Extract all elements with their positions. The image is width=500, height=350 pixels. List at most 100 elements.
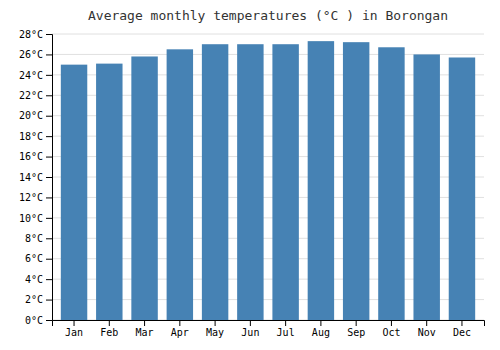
- y-tick: 0°C: [25, 315, 52, 326]
- x-tick-mark: [144, 320, 145, 326]
- x-tick-mark: [320, 320, 321, 326]
- y-tick-mark: [46, 177, 52, 178]
- y-tick: 6°C: [25, 253, 52, 264]
- x-tick: Sep: [347, 320, 365, 338]
- y-tick-label: 26°C: [19, 49, 43, 60]
- y-axis-line: [46, 35, 53, 321]
- x-tick-label: Oct: [382, 327, 400, 338]
- x-tick-mark: [356, 320, 357, 326]
- bar: [449, 57, 475, 320]
- y-tick-mark: [46, 116, 52, 117]
- y-tick-mark: [46, 95, 52, 96]
- x-tick-label: Feb: [100, 327, 118, 338]
- x-tick-mark: [179, 320, 180, 326]
- x-tick-mark: [285, 320, 286, 326]
- y-tick-mark: [46, 197, 52, 198]
- x-tick-label: Mar: [136, 327, 154, 338]
- y-tick-mark: [46, 54, 52, 55]
- x-tick: Mar: [136, 320, 154, 338]
- x-tick: Jan: [65, 320, 83, 338]
- x-tick: May: [206, 320, 224, 338]
- x-tick: Jun: [241, 320, 259, 338]
- y-tick: 8°C: [25, 233, 52, 244]
- x-tick-label: Nov: [418, 327, 436, 338]
- x-tick: Dec: [453, 320, 471, 338]
- bar: [237, 44, 263, 320]
- y-tick-label: 0°C: [25, 315, 43, 326]
- y-tick-mark: [46, 238, 52, 239]
- y-tick: 2°C: [25, 294, 52, 305]
- y-tick-mark: [46, 75, 52, 76]
- x-tick-label: Jul: [277, 327, 295, 338]
- bars: [61, 41, 475, 320]
- grid-line: [52, 34, 484, 35]
- y-tick-label: 6°C: [25, 253, 43, 264]
- y-tick-mark: [46, 34, 52, 35]
- x-tick-label: Sep: [347, 327, 365, 338]
- x-tick-mark: [74, 320, 75, 326]
- x-tick-mark: [391, 320, 392, 326]
- x-tick-mark: [109, 320, 110, 326]
- bar: [61, 65, 87, 320]
- y-tick-label: 24°C: [19, 70, 43, 81]
- bar: [167, 49, 193, 320]
- y-tick: 26°C: [19, 49, 52, 60]
- y-tick: 22°C: [19, 90, 52, 101]
- x-tick: Nov: [418, 320, 436, 338]
- y-tick: 12°C: [19, 192, 52, 203]
- y-tick-label: 4°C: [25, 274, 43, 285]
- y-tick-label: 28°C: [19, 29, 43, 40]
- y-tick: 18°C: [19, 131, 52, 142]
- x-tick: Jul: [277, 320, 295, 338]
- x-tick: Aug: [312, 320, 330, 338]
- y-tick-mark: [46, 279, 52, 280]
- bar: [272, 44, 298, 320]
- y-tick-label: 18°C: [19, 131, 43, 142]
- y-tick-mark: [46, 218, 52, 219]
- x-tick-mark: [461, 320, 462, 326]
- bar: [343, 42, 369, 320]
- y-tick-mark: [46, 320, 52, 321]
- x-axis-line: [53, 321, 485, 327]
- y-tick: 4°C: [25, 274, 52, 285]
- x-tick: Feb: [100, 320, 118, 338]
- y-tick-mark: [46, 157, 52, 158]
- bar: [131, 56, 157, 320]
- x-tick-label: Dec: [453, 327, 471, 338]
- y-tick-mark: [46, 136, 52, 137]
- chart: 0°C 2°C 4°C 6°C 8°C 10°C 12°C 14°C 16°C 18°C 20°C 2…: [0, 0, 500, 350]
- y-axis: 0°C 2°C 4°C 6°C 8°C 10°C 12°C 14°C 16°C 18°C 20°C 2…: [19, 29, 53, 326]
- x-tick: Apr: [171, 320, 189, 338]
- y-tick: 10°C: [19, 213, 52, 224]
- bar: [378, 47, 404, 320]
- x-tick-label: Aug: [312, 327, 330, 338]
- x-tick-label: Apr: [171, 327, 189, 338]
- y-tick-mark: [46, 300, 52, 301]
- y-tick: 28°C: [19, 29, 52, 40]
- y-tick-label: 14°C: [19, 172, 43, 183]
- title: Average monthly temperatures (°C ) in Bo…: [88, 8, 448, 23]
- x-tick-label: May: [206, 327, 224, 338]
- y-tick-mark: [46, 259, 52, 260]
- x-tick: Oct: [382, 320, 400, 338]
- y-tick-label: 12°C: [19, 192, 43, 203]
- y-tick-label: 22°C: [19, 90, 43, 101]
- bar: [413, 54, 439, 320]
- y-tick: 24°C: [19, 70, 52, 81]
- bar: [308, 41, 334, 320]
- y-tick-label: 16°C: [19, 151, 43, 162]
- y-tick-label: 20°C: [19, 110, 43, 121]
- bar: [202, 44, 228, 320]
- y-tick-label: 2°C: [25, 294, 43, 305]
- y-tick: 14°C: [19, 172, 52, 183]
- y-tick-label: 10°C: [19, 213, 43, 224]
- y-tick: 20°C: [19, 110, 52, 121]
- y-tick-label: 8°C: [25, 233, 43, 244]
- x-tick-mark: [215, 320, 216, 326]
- plot: 0°C 2°C 4°C 6°C 8°C 10°C 12°C 14°C 16°C 18°C 20°C 2…: [19, 29, 485, 338]
- bar: [96, 64, 122, 320]
- x-tick-mark: [426, 320, 427, 326]
- x-tick-label: Jun: [241, 327, 259, 338]
- x-tick-mark: [250, 320, 251, 326]
- x-axis: Jan Feb Mar Apr May Jun Jul Aug Sep Oct Nov Dec: [53, 320, 485, 338]
